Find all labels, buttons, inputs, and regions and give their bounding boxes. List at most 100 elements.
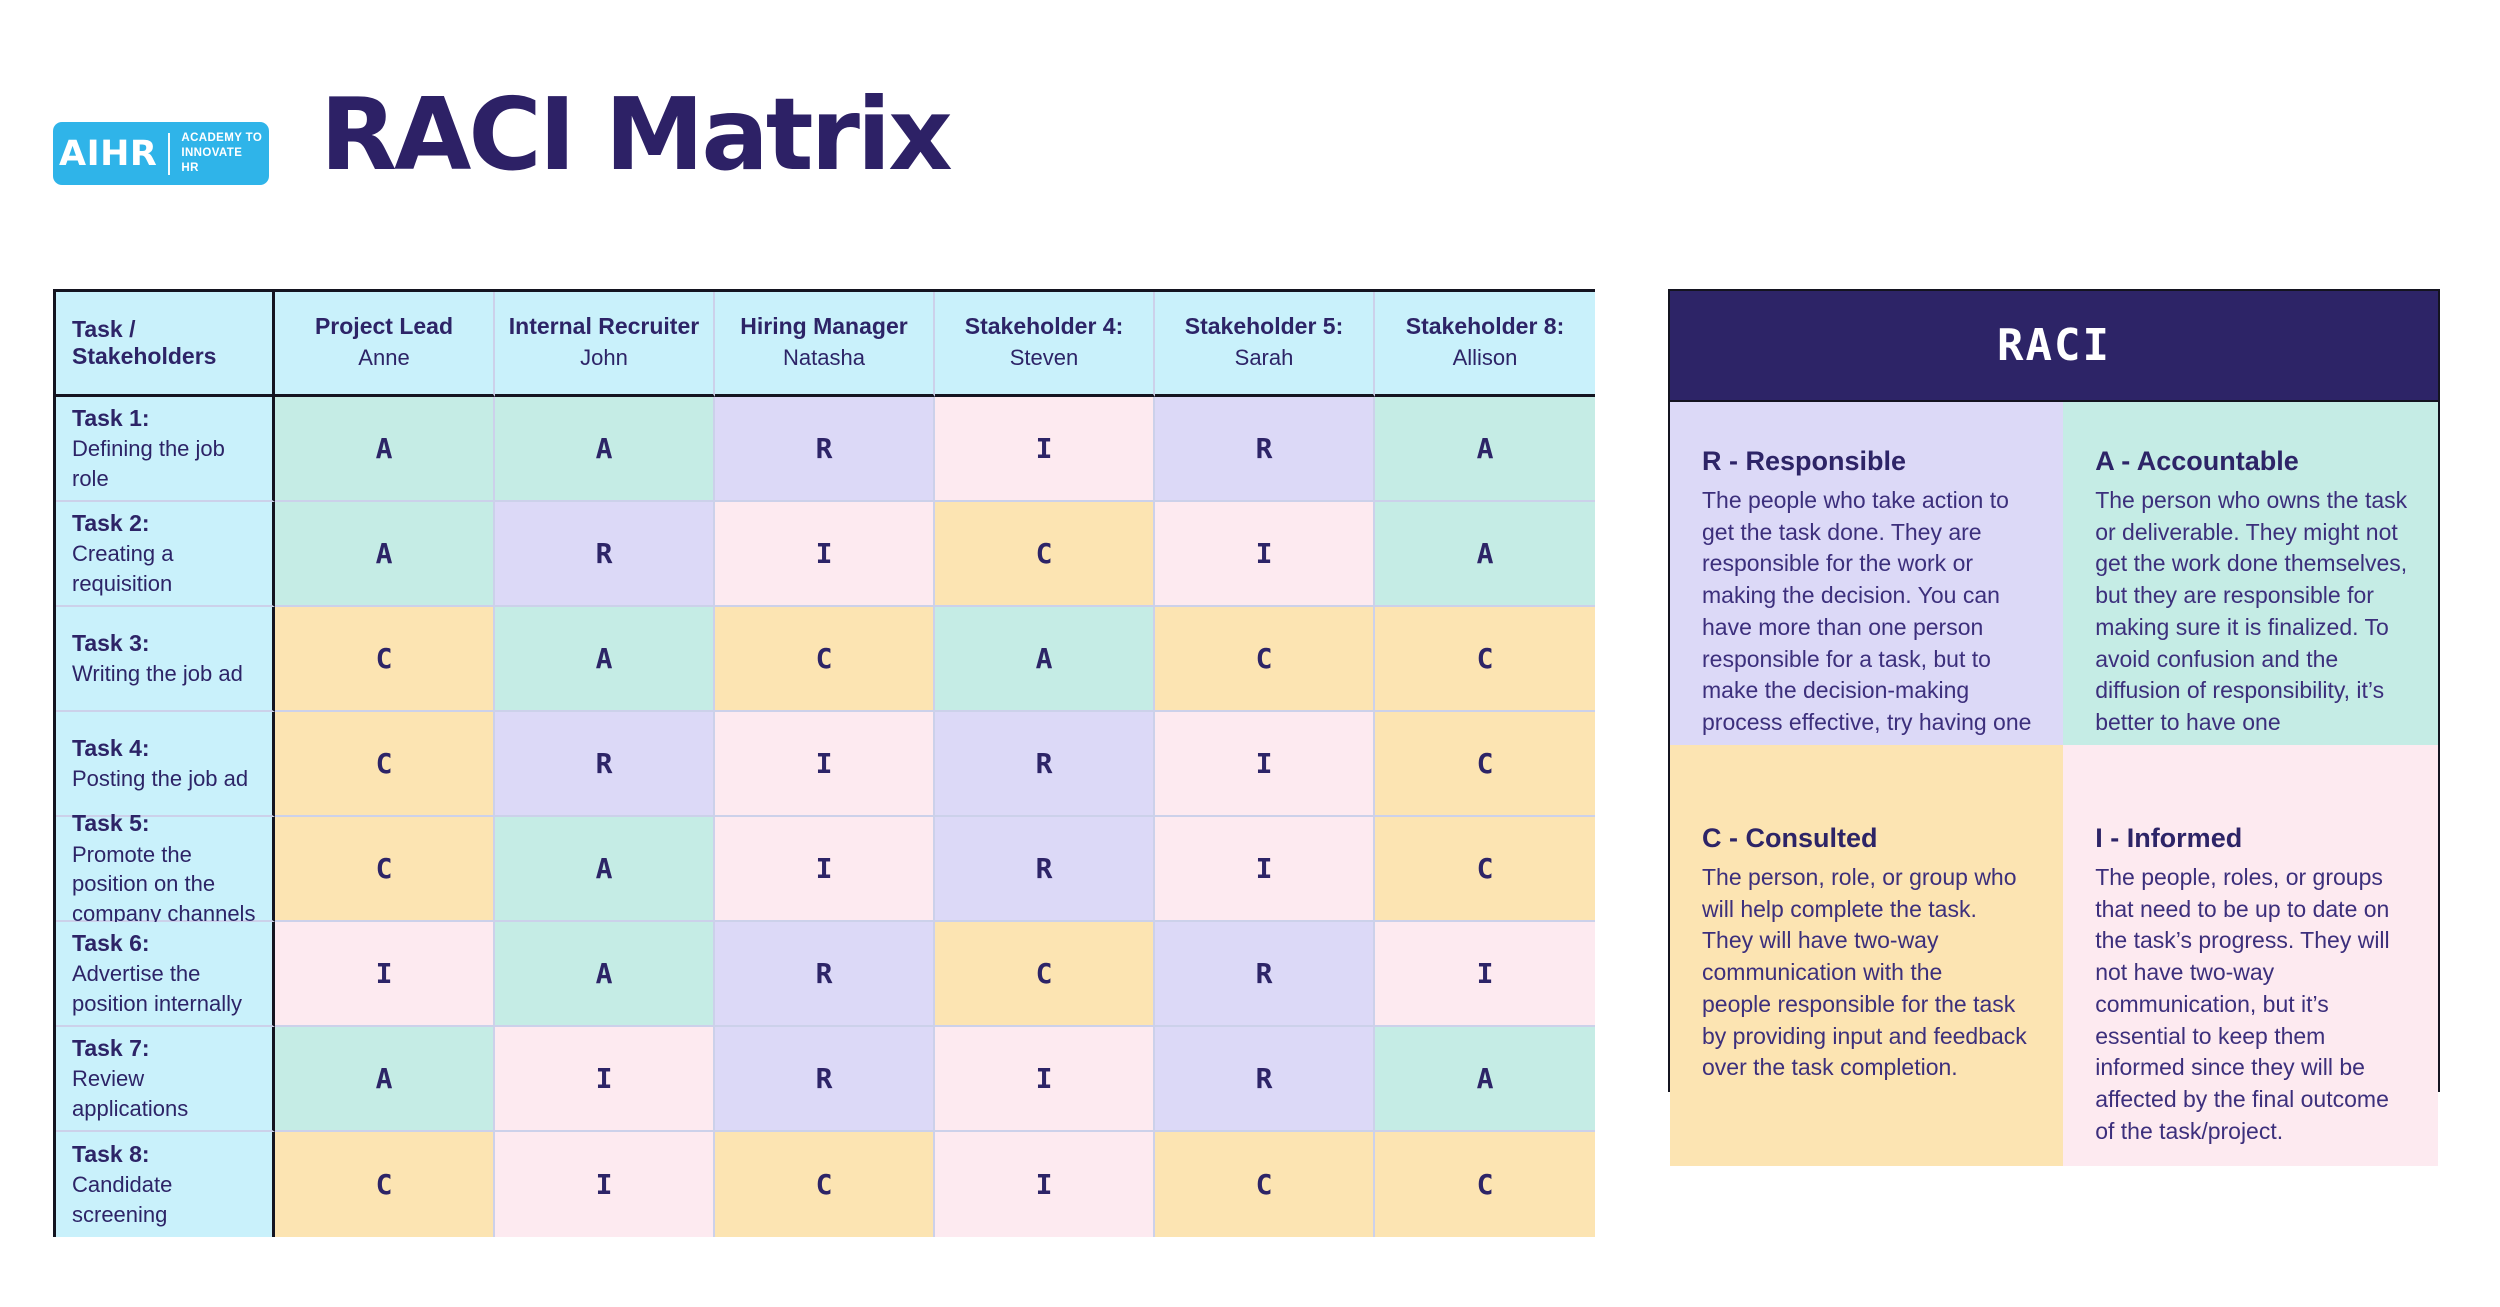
raci-letter: I (595, 1168, 613, 1201)
raci-cell: C (275, 607, 495, 712)
raci-letter: C (1255, 1168, 1273, 1201)
raci-letter: I (815, 537, 833, 570)
task-description: Candidate screening (72, 1172, 173, 1228)
column-header-5: Stakeholder 5: Sarah (1155, 292, 1375, 397)
task-description: Writing the job ad (72, 661, 243, 687)
raci-letter: R (595, 747, 613, 780)
column-person-name: John (580, 345, 628, 370)
legend-quadrant-i: I - Informed The people, roles, or groups… (2063, 745, 2438, 1166)
matrix-corner-header: Task / Stakeholders (56, 292, 275, 397)
raci-letter: A (595, 852, 613, 885)
raci-letter: I (1255, 747, 1273, 780)
raci-cell: A (495, 397, 715, 502)
raci-letter: C (1476, 1168, 1494, 1201)
raci-cell: C (275, 712, 495, 817)
raci-cell: R (1155, 397, 1375, 502)
task-label: Task 2: (72, 510, 150, 537)
task-description: Advertise the position internally (72, 961, 242, 1017)
raci-cell: A (495, 607, 715, 712)
raci-cell: C (1375, 712, 1595, 817)
raci-cell: C (275, 817, 495, 922)
raci-letter: C (375, 747, 393, 780)
raci-letter: R (1255, 1062, 1273, 1095)
raci-letter: R (595, 537, 613, 570)
column-header-2: Internal Recruiter John (495, 292, 715, 397)
legend-heading-i: I - Informed (2095, 823, 2243, 853)
logo-tagline: ACADEMY TO INNOVATE HR (181, 132, 263, 174)
task-description: Creating a requisition (72, 541, 174, 597)
column-role-label: Stakeholder 4: (964, 313, 1124, 340)
raci-letter: I (1255, 537, 1273, 570)
logo-wordmark: AIHR (59, 133, 158, 174)
raci-cell: A (275, 1027, 495, 1132)
raci-cell: I (935, 1132, 1155, 1237)
raci-letter: I (1476, 957, 1494, 990)
raci-cell: C (715, 607, 935, 712)
task-cell-1: Task 1: Defining the job role (56, 397, 275, 502)
aihr-logo: AIHR ACADEMY TO INNOVATE HR (53, 122, 269, 185)
raci-cell: I (1375, 922, 1595, 1027)
task-label: Task 7: (72, 1035, 150, 1062)
raci-cell: A (1375, 502, 1595, 607)
raci-letter: C (375, 1168, 393, 1201)
logo-divider (168, 132, 171, 175)
raci-letter: R (1035, 852, 1053, 885)
column-person-name: Sarah (1234, 345, 1294, 370)
raci-legend-panel: RACI R - Responsible The people who take … (1668, 289, 2440, 1166)
raci-cell: I (715, 817, 935, 922)
column-person-name: Allison (1452, 345, 1518, 370)
raci-cell: I (495, 1027, 715, 1132)
legend-heading-a: A - Accountable (2095, 446, 2299, 476)
legend-text-c: The person, role, or group who will help… (1702, 864, 2027, 1081)
raci-letter: C (815, 642, 833, 675)
column-role-label: Stakeholder 8: (1405, 313, 1565, 340)
raci-cell: A (275, 502, 495, 607)
raci-letter: I (595, 1062, 613, 1095)
page-title: RACI Matrix (320, 76, 953, 193)
raci-letter: A (1035, 642, 1053, 675)
raci-letter: C (1035, 537, 1053, 570)
legend-quadrant-r: R - Responsible The people who take actio… (1670, 402, 2064, 799)
raci-cell: I (495, 1132, 715, 1237)
task-description: Defining the job role (72, 436, 225, 492)
task-cell-2: Task 2: Creating a requisition (56, 502, 275, 607)
legend-header: RACI (1670, 291, 2438, 402)
column-header-3: Hiring Manager Natasha (715, 292, 935, 397)
raci-letter: A (595, 957, 613, 990)
raci-letter: I (1035, 1168, 1053, 1201)
raci-letter: C (1035, 957, 1053, 990)
raci-letter: I (815, 747, 833, 780)
column-header-6: Stakeholder 8: Allison (1375, 292, 1595, 397)
column-role-label: Project Lead (314, 313, 454, 340)
raci-cell: I (1155, 502, 1375, 607)
raci-letter: I (1035, 1062, 1053, 1095)
raci-cell: A (1375, 1027, 1595, 1132)
column-header-1: Project Lead Anne (275, 292, 495, 397)
raci-letter: C (1476, 852, 1494, 885)
legend-quadrant-a: A - Accountable The person who owns the t… (2063, 402, 2438, 799)
raci-letter: I (815, 852, 833, 885)
raci-letter: A (1476, 537, 1494, 570)
raci-letter: I (1035, 432, 1053, 465)
column-role-label: Internal Recruiter (508, 313, 700, 340)
raci-cell: R (495, 712, 715, 817)
task-description: Promote the position on the company chan… (72, 841, 256, 926)
raci-cell: C (935, 922, 1155, 1027)
raci-letter: C (1476, 642, 1494, 675)
raci-letter: I (375, 957, 393, 990)
raci-letter: A (1476, 432, 1494, 465)
raci-cell: C (715, 1132, 935, 1237)
raci-letter: R (815, 1062, 833, 1095)
raci-cell: C (275, 1132, 495, 1237)
raci-cell: R (495, 502, 715, 607)
raci-letter: R (1035, 747, 1053, 780)
column-person-name: Natasha (783, 345, 865, 370)
raci-letter: I (1255, 852, 1273, 885)
legend-quadrant-c: C - Consulted The person, role, or group … (1670, 745, 2064, 1166)
task-description: Review applications (72, 1066, 189, 1122)
raci-cell: I (275, 922, 495, 1027)
task-cell-3: Task 3: Writing the job ad (56, 607, 275, 712)
column-role-label: Stakeholder 5: (1184, 313, 1344, 340)
raci-letter: A (1476, 1062, 1494, 1095)
raci-letter: R (815, 432, 833, 465)
